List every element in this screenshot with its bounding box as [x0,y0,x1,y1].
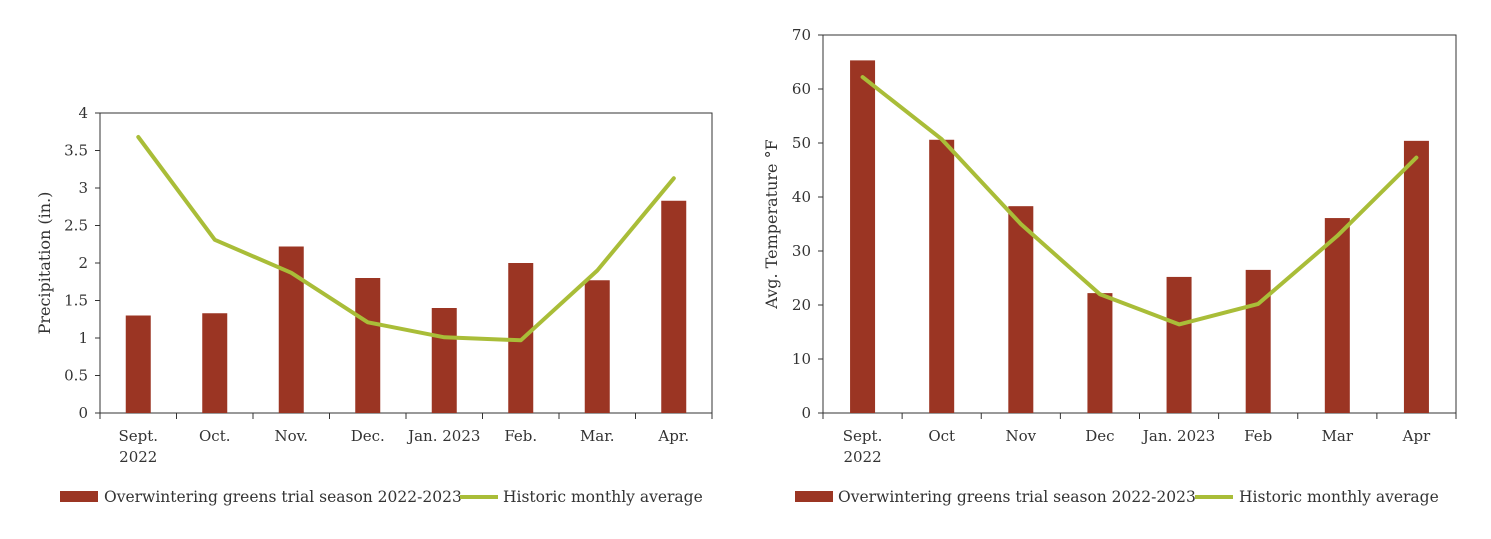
bar-2 [1008,206,1034,413]
bar-7 [661,200,687,413]
x-tick-label: Jan. 2023 [1141,427,1215,445]
bar-6 [1324,218,1350,413]
y-tick-label: 3.5 [64,142,88,160]
x-tick-label: Oct [928,427,955,445]
bar-7 [1403,140,1429,413]
bar-4 [1166,276,1192,413]
plot-frame [822,34,1457,414]
y-tick-label: 1.5 [64,292,88,310]
x-tick-label: Dec. [351,427,385,445]
x-tick-label: Nov [1005,427,1036,445]
x-tick-label: Jan. 2023 [406,427,480,445]
y-tick-label: 0.5 [64,367,88,385]
legend-bar-swatch [795,491,833,502]
x-tick-label: Apr [1402,427,1431,445]
x-tick-label: Mar. [580,427,615,445]
y-tick-label: 2 [78,254,88,272]
y-tick-label: 50 [792,134,811,152]
x-tick-label: Mar [1322,427,1354,445]
y-tick-label: 0 [801,404,811,422]
y-tick-label: 40 [792,188,811,206]
bar-0 [125,315,151,413]
x-tick-label: Feb. [504,427,537,445]
y-tick-label: 1 [78,329,88,347]
temperature-chart: 0 10 20 30 40 50 60 70 Sept. 2022 Oct Nov Dec Jan. 20… [762,26,1457,506]
y-axis-title: Avg. Temperature °F [762,139,781,309]
legend-bar-label: Overwintering greens trial season 2022-2… [104,488,462,506]
y-tick-label: 20 [792,296,811,314]
y-tick-label: 4 [78,104,88,122]
x-tick-label: 2022 [843,448,881,466]
historic-average-line [136,135,676,343]
bar-3 [1087,293,1113,413]
y-axis-title: Precipitation (in.) [35,192,54,335]
x-tick-label: 2022 [119,448,157,466]
y-tick-label: 70 [792,26,811,44]
bar-6 [584,280,610,413]
bar-1 [929,139,955,413]
y-tick-label: 10 [792,350,811,368]
x-tick-label: Nov. [274,427,308,445]
historic-average-line [860,75,1419,327]
x-tick-label: Sept. [843,427,883,445]
bar-4 [431,308,457,413]
y-tick-label: 0 [78,404,88,422]
bar-0 [850,60,876,413]
bar-5 [1245,269,1271,413]
y-tick-label: 60 [792,80,811,98]
x-tick-label: Feb [1244,427,1272,445]
legend-bar-swatch [60,491,98,502]
plot-frame [99,112,713,414]
bar-1 [202,313,228,413]
x-tick-label: Oct. [199,427,231,445]
y-tick-label: 30 [792,242,811,260]
y-tick-label: 3 [78,179,88,197]
legend-bar-label: Overwintering greens trial season 2022-2… [838,488,1196,506]
x-tick-label: Apr. [657,427,689,445]
x-tick-label: Sept. [118,427,158,445]
precipitation-chart: 0 0.5 1 1.5 2 2.5 3 3.5 4 Sept. 2022 Oct. Nov. Dec. Ja… [35,104,713,506]
legend-line-label: Historic monthly average [503,488,703,506]
legend-line-label: Historic monthly average [1239,488,1439,506]
x-tick-label: Dec [1085,427,1114,445]
y-tick-label: 2.5 [64,217,88,235]
bar-3 [355,278,381,413]
